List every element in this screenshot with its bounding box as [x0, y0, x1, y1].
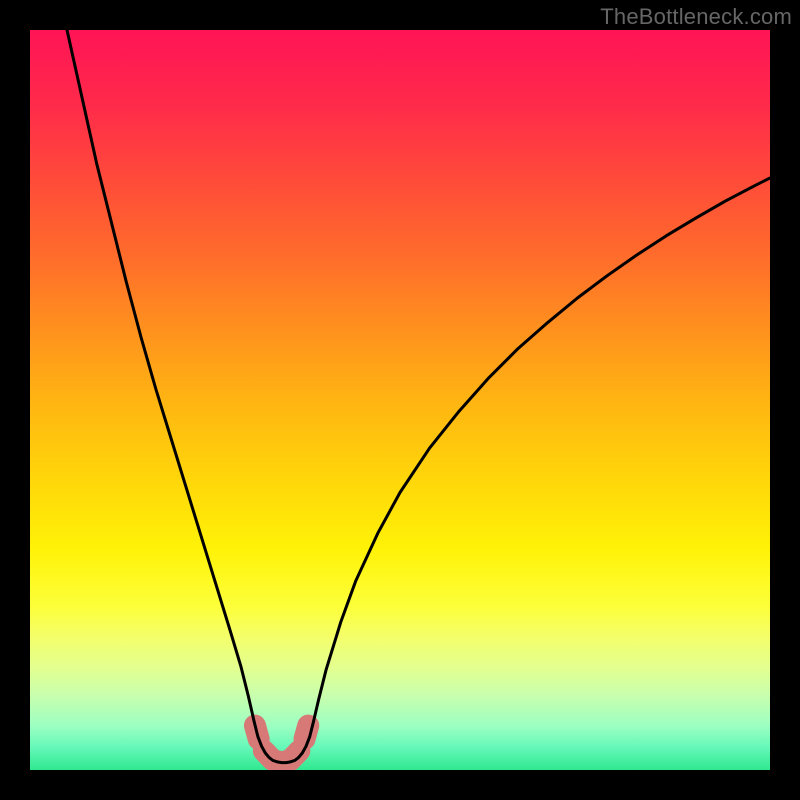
- chart-canvas: TheBottleneck.com: [0, 0, 800, 800]
- curve-layer: [30, 30, 770, 770]
- watermark: TheBottleneck.com: [600, 4, 792, 30]
- plot-area: [30, 30, 770, 770]
